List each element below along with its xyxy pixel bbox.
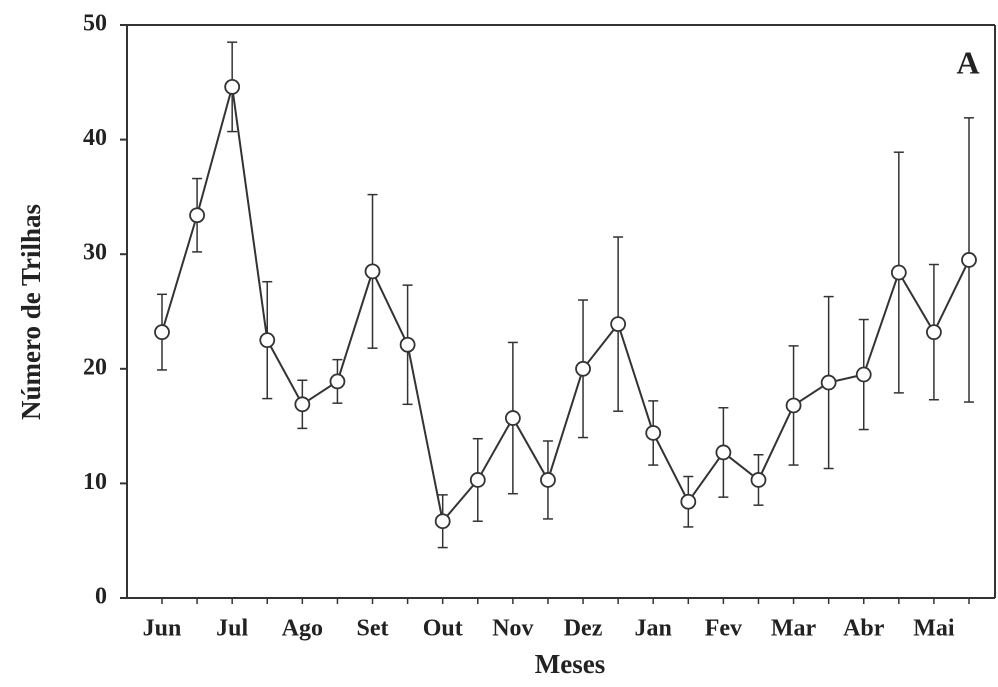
- data-point: [855, 366, 872, 383]
- y-tick-label: 20: [83, 354, 107, 380]
- data-point: [364, 263, 381, 280]
- data-point: [575, 360, 591, 377]
- data-point: [329, 373, 346, 390]
- y-tick-label: 30: [83, 240, 107, 266]
- data-point: [680, 493, 697, 510]
- x-tick-label: Jun: [143, 616, 182, 642]
- data-point: [504, 410, 521, 426]
- y-tick-label: 10: [83, 469, 107, 495]
- x-tick-label: Abr: [843, 616, 885, 642]
- x-tick-label: Nov: [492, 616, 533, 642]
- data-point: [961, 252, 977, 268]
- data-point: [154, 324, 170, 341]
- data-point: [785, 397, 802, 414]
- data-point: [189, 207, 205, 224]
- data-point: [610, 316, 627, 333]
- x-tick-label: Mai: [913, 616, 955, 642]
- y-tick-label: 0: [95, 584, 107, 610]
- x-tick-label: Ago: [282, 616, 323, 642]
- data-point: [469, 472, 486, 488]
- x-axis-title: Meses: [535, 649, 605, 679]
- x-tick-label: Jan: [635, 616, 672, 642]
- data-point: [715, 444, 732, 461]
- x-tick-label: Jul: [216, 616, 248, 642]
- x-tick-label: Dez: [564, 616, 603, 642]
- y-tick-label: 50: [83, 11, 107, 37]
- x-tick-label: Fev: [705, 616, 742, 642]
- data-point: [890, 264, 907, 281]
- data-point: [294, 396, 311, 413]
- data-point: [750, 472, 767, 488]
- data-point: [820, 374, 837, 391]
- data-point: [926, 324, 942, 341]
- data-point: [540, 472, 556, 488]
- panel-label: A: [956, 44, 979, 80]
- y-tick-label: 40: [83, 125, 107, 151]
- data-point: [645, 425, 662, 441]
- data-point: [434, 513, 451, 530]
- data-point: [224, 78, 241, 95]
- x-tick-label: Mar: [771, 616, 817, 642]
- data-point: [399, 336, 416, 353]
- x-tick-label: Set: [357, 616, 389, 642]
- y-axis-title: Número de Trilhas: [16, 204, 46, 420]
- data-point: [259, 332, 276, 349]
- data-line: [161, 86, 970, 524]
- x-tick-label: Out: [423, 616, 463, 642]
